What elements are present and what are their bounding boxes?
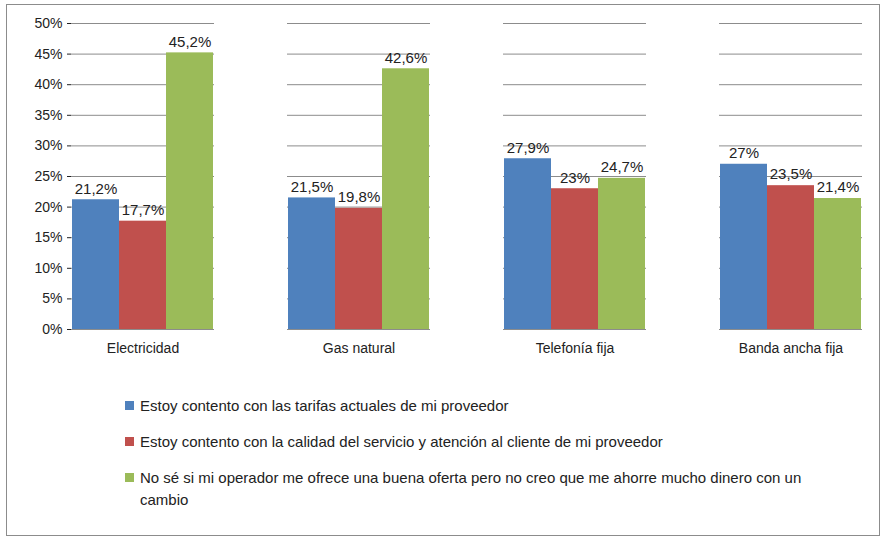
svg-text:45,2%: 45,2%: [169, 33, 212, 50]
html-text:Estoy contento con las tarifas: Estoy contento con las tarifas actuales …: [140, 397, 509, 414]
svg-text:45%: 45%: [34, 46, 62, 62]
svg-text:21,5%: 21,5%: [291, 178, 334, 195]
svg-text:15%: 15%: [34, 229, 62, 245]
svg-text:Telefonía fija: Telefonía fija: [536, 340, 615, 356]
svg-text:5%: 5%: [42, 290, 62, 306]
svg-text:20%: 20%: [34, 199, 62, 215]
svg-text:40%: 40%: [34, 76, 62, 92]
svg-text:Electricidad: Electricidad: [107, 340, 179, 356]
svg-text:30%: 30%: [34, 137, 62, 153]
svg-text:21,4%: 21,4%: [817, 178, 860, 195]
html-text:No sé si mi operador me ofrece: No sé si mi operador me ofrece una buena…: [140, 469, 802, 508]
svg-text:23,5%: 23,5%: [770, 165, 813, 182]
html-text:Estoy contento con la calidad: Estoy contento con la calidad del servic…: [140, 433, 663, 450]
svg-text:23%: 23%: [560, 169, 590, 186]
svg-text:35%: 35%: [34, 107, 62, 123]
svg-text:0%: 0%: [42, 321, 62, 337]
svg-text:17,7%: 17,7%: [122, 201, 165, 218]
svg-text:19,8%: 19,8%: [338, 188, 381, 205]
svg-text:42,6%: 42,6%: [385, 49, 428, 66]
svg-text:Banda ancha fija: Banda ancha fija: [739, 340, 844, 356]
svg-text:27,9%: 27,9%: [507, 139, 550, 156]
svg-text:50%: 50%: [34, 15, 62, 31]
svg-text:24,7%: 24,7%: [601, 158, 644, 175]
svg-text:27%: 27%: [729, 144, 759, 161]
svg-text:25%: 25%: [34, 168, 62, 184]
svg-text:21,2%: 21,2%: [75, 180, 118, 197]
svg-text:10%: 10%: [34, 260, 62, 276]
svg-text:Gas natural: Gas natural: [323, 340, 395, 356]
